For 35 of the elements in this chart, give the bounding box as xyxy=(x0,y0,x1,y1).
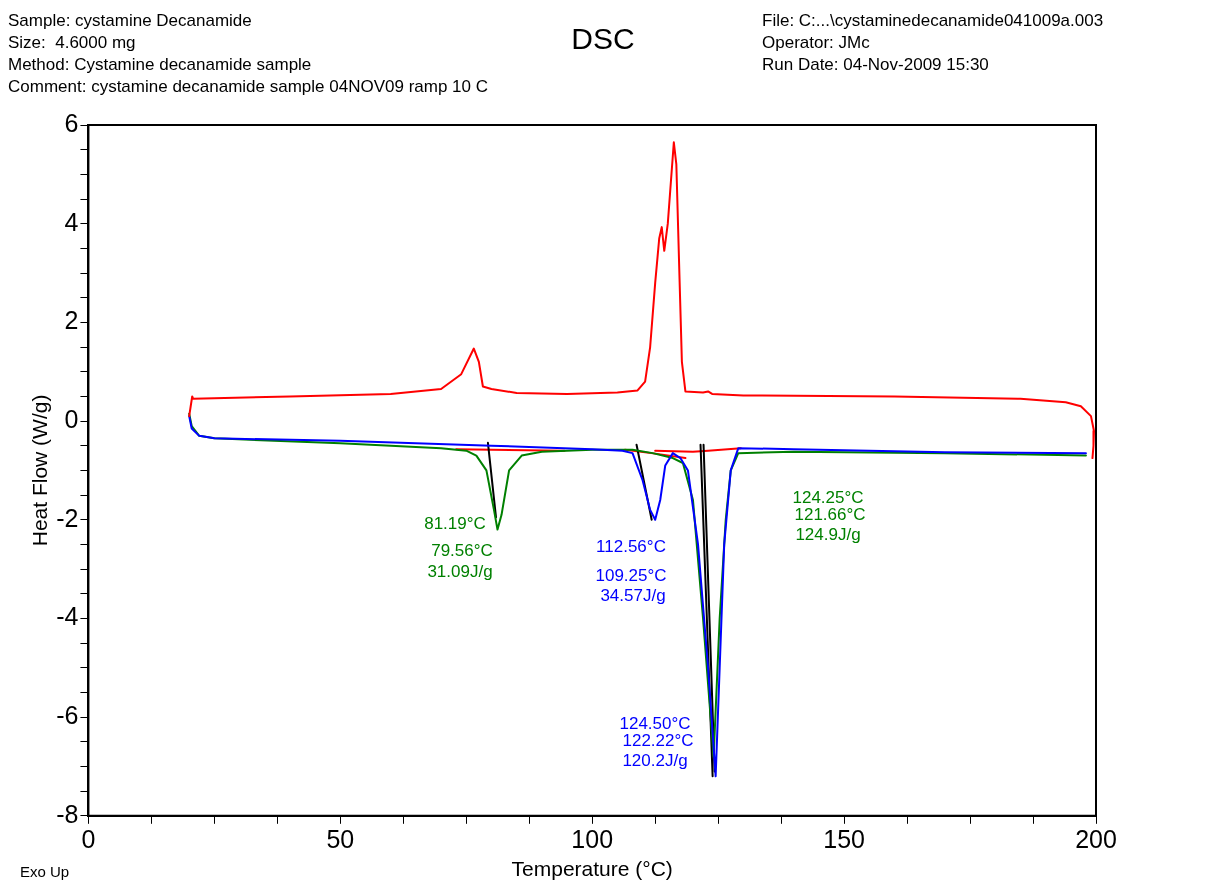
annotation: 79.56°C xyxy=(431,540,493,560)
text: File: C:...\cystaminedecanamide041009a.003 xyxy=(762,11,1104,30)
y-tick-label: 2 xyxy=(64,306,79,335)
annotation: 81.19°C xyxy=(424,513,486,533)
text: Comment: cystamine decanamide sample 04NOV09 ramp 10 C xyxy=(8,77,488,96)
y-tick-label: -6 xyxy=(56,701,79,729)
x-tick-label: 150 xyxy=(823,824,865,853)
y-tick-label: 0 xyxy=(64,404,79,433)
annotation: 124.25°C xyxy=(792,487,864,507)
annotation: 120.2J/g xyxy=(622,750,688,770)
annotation: 122.22°C xyxy=(622,730,694,750)
y-tick-label: -4 xyxy=(56,602,79,631)
x-tick-label: 50 xyxy=(326,824,355,853)
annotation: 121.66°C xyxy=(794,504,866,524)
y-tick-label: 6 xyxy=(64,108,79,137)
annotation: 109.25°C xyxy=(595,565,667,585)
text: Operator: JMc xyxy=(762,33,870,52)
annotation: 112.56°C xyxy=(596,536,666,556)
x-axis-title: Temperature (°C) xyxy=(511,857,673,881)
text: Run Date: 04-Nov-2009 15:30 xyxy=(762,55,989,74)
annotation: 124.9J/g xyxy=(795,524,861,544)
annotation: 31.09J/g xyxy=(427,561,493,581)
text: Method: Cystamine decanamide sample xyxy=(8,55,312,74)
x-tick-label: 200 xyxy=(1075,824,1117,853)
x-tick-label: 100 xyxy=(571,824,614,853)
annotation: 124.50°C xyxy=(619,713,691,733)
y-tick-label: -2 xyxy=(56,503,79,532)
y-tick-label: 4 xyxy=(64,207,79,236)
text: Size: 4.6000 mg xyxy=(8,33,136,52)
y-tick-label: -8 xyxy=(56,799,79,828)
chart-title: DSC xyxy=(571,22,635,55)
text: Exo Up xyxy=(20,862,70,882)
text: Sample: cystamine Decanamide xyxy=(8,11,252,30)
y-axis-title: Heat Flow (W/g) xyxy=(28,394,52,547)
annotation: 34.57J/g xyxy=(600,585,666,605)
